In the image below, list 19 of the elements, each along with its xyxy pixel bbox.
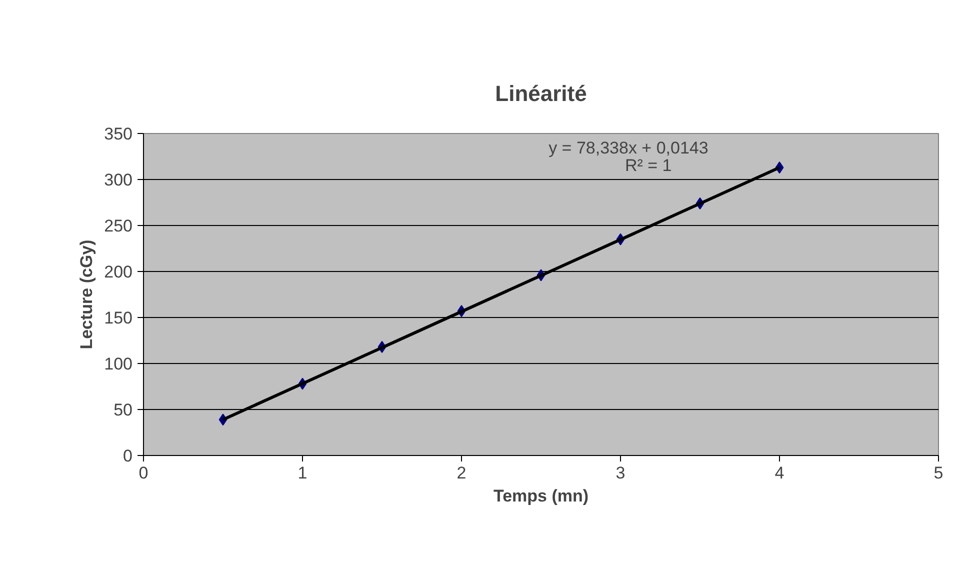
x-tick-label: 4 bbox=[774, 464, 784, 482]
y-tick-label: 350 bbox=[104, 124, 133, 144]
annotation: R² = 1 bbox=[624, 156, 672, 176]
y-tick-label: 0 bbox=[123, 446, 133, 466]
y-tick-label: 50 bbox=[114, 400, 133, 420]
y-tick-label: 200 bbox=[104, 262, 133, 282]
chart-title: Linéarité bbox=[495, 81, 587, 106]
x-axis-title: Temps (mn) bbox=[493, 486, 589, 506]
x-tick-label: 1 bbox=[298, 464, 308, 482]
x-tick-label: 5 bbox=[934, 464, 944, 482]
x-tick-label: 2 bbox=[456, 464, 466, 482]
y-tick-label: 300 bbox=[104, 170, 133, 190]
y-tick-label: 100 bbox=[104, 354, 133, 374]
x-tick-label: 0 bbox=[138, 464, 148, 482]
y-tick-label: 250 bbox=[104, 216, 133, 236]
x-tick-label: 3 bbox=[616, 464, 626, 482]
y-tick-label: 150 bbox=[104, 308, 133, 328]
y-axis-title: Lecture (cGy) bbox=[77, 240, 96, 350]
annotation: y = 78,338x + 0,0143 bbox=[548, 138, 708, 158]
